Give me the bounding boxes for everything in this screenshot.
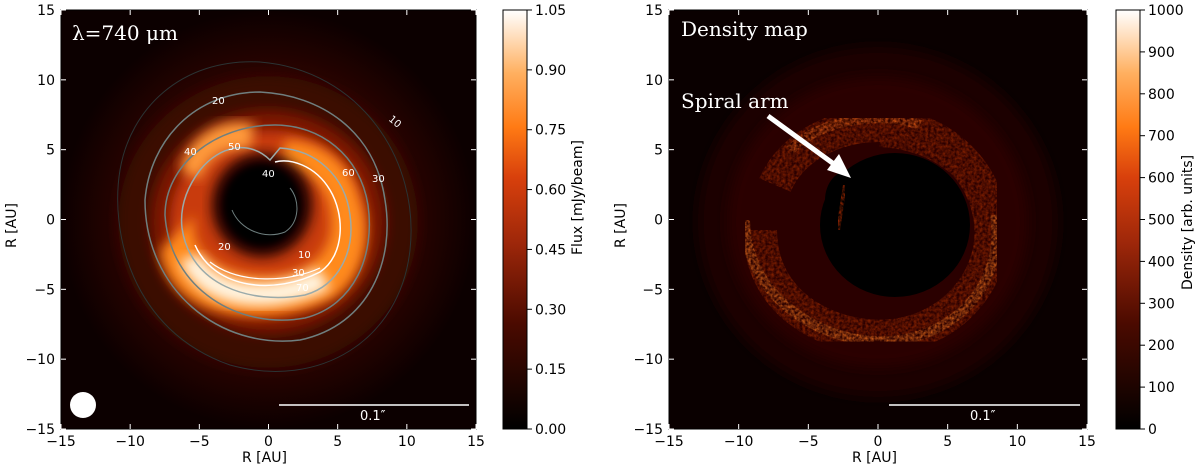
beam-ellipse [70,392,96,418]
flux-map-ytick-label: 0 [46,213,55,229]
flux-map-xtick-label: 10 [398,434,416,450]
density-colorbar-tick-label: 1000 [1148,3,1184,19]
density-map-ylabel: R [AU] [613,203,629,248]
flux-colorbar-tick-label: 1.05 [535,3,566,19]
flux-map-xlabel: R [AU] [242,450,287,466]
contour-label-20-top: 20 [212,96,225,107]
flux-map-title: λ=740 μm [72,21,178,45]
flux-colorbar-tick-label: 0.90 [535,63,566,79]
contour-label-70: 70 [296,283,309,294]
scalebar-label: 0.1″ [360,409,386,424]
flux-map-xtick-label: −5 [189,434,210,450]
flux-colorbar-tick-label: 0.60 [535,183,566,199]
flux-map-xtick-label: 15 [467,434,485,450]
density-colorbar-tick-label: 800 [1148,87,1175,103]
flux-colorbar-tick-label: 0.45 [535,242,566,258]
density-map-ytick-label: −10 [633,352,663,368]
flux-map-ytick-label: −5 [34,282,55,298]
contour-label-40-inner: 40 [262,169,275,180]
density-map-ytick-label: −15 [633,422,663,438]
density-map-ytick-label: 15 [645,3,663,19]
density-map-ytick-label: 10 [645,73,663,89]
density-map-ytick-label: −5 [642,282,663,298]
density-map-ytick-label: 5 [654,143,663,159]
density-colorbar-gradient [1115,9,1141,430]
flux-map-xtick-label: 5 [333,434,342,450]
flux-map-ytick-label: 15 [37,3,55,19]
density-map-title: Density map [681,17,808,41]
contour-label-60: 60 [342,168,355,179]
flux-map-xtick-label: −10 [115,434,145,450]
density-map-ytick-label: 0 [654,213,663,229]
contour-label-20-bottom: 20 [218,242,231,253]
flux-colorbar-tick-label: 0.75 [535,123,566,139]
density-colorbar-label: Density [arb. units] [1180,155,1196,290]
flux-contours [117,61,412,372]
density-map-xtick-label: −15 [654,434,684,450]
flux-colorbar-label: Flux [mJy/beam] [570,140,586,255]
flux-map-ylabel: R [AU] [4,203,20,248]
density-map-xtick-label: −5 [798,434,819,450]
flux-colorbar: 1.05 0.90 0.75 0.60 0.45 0.30 0.15 0.00 Flux [m… [502,3,586,438]
contour-label-50: 50 [228,142,241,153]
density-structure [698,47,1058,397]
flux-map-ytick-label: 5 [46,143,55,159]
density-map-xtick-label: 10 [1008,434,1026,450]
density-map-xtick-label: 0 [874,434,883,450]
density-colorbar-tick-label: 200 [1148,338,1175,354]
flux-colorbar-tick-label: 0.15 [535,362,566,378]
contour-labels: 20 10 40 50 40 60 30 20 10 30 70 [184,96,403,294]
flux-map-panel: 20 10 40 50 40 60 30 20 10 30 70 λ=740 μ… [4,3,485,466]
density-map-xlabel: R [AU] [852,450,897,466]
density-map-xtick-label: −10 [724,434,754,450]
density-colorbar-tick-label: 0 [1148,422,1157,438]
flux-colorbar-tick-label: 0.30 [535,302,566,318]
density-map-panel: Density map Spiral arm 0.1″ −15 −10 −5 0 5 10… [613,3,1096,466]
flux-map-ytick-label: −15 [25,422,55,438]
flux-emission [118,76,418,368]
density-colorbar-tick-label: 500 [1148,213,1175,229]
contour-label-10-inner: 10 [298,250,311,261]
contour-label-40-left: 40 [184,147,197,158]
flux-map-ytick-label: 10 [37,73,55,89]
flux-map-xtick-label: −15 [46,434,76,450]
density-colorbar-tick-label: 400 [1148,254,1175,270]
flux-map-ytick-label: −10 [25,352,55,368]
density-colorbar-tick-label: 700 [1148,129,1175,145]
density-colorbar-tick-label: 900 [1148,45,1175,61]
contour-label-30-inner: 30 [292,268,305,279]
density-map-xtick-label: 15 [1078,434,1096,450]
contour-label-30-right: 30 [372,174,385,185]
density-map-axes: −15 −10 −5 0 5 10 15 15 10 5 0 −5 −10 −15 [633,3,1095,450]
density-map-xtick-label: 5 [943,434,952,450]
density-colorbar-tick-label: 100 [1148,380,1175,396]
flux-colorbar-tick-label: 0.00 [535,422,566,438]
scalebar-label-right: 0.1″ [970,409,996,424]
density-colorbar-tick-label: 300 [1148,296,1175,312]
density-colorbar-tick-label: 600 [1148,171,1175,187]
flux-map-xtick-label: 0 [264,434,273,450]
spiral-arm-annotation: Spiral arm [681,89,789,113]
spiral-arm-arrow [766,113,851,178]
flux-colorbar-gradient [502,9,528,430]
flux-colorbar-ticks: 1.05 0.90 0.75 0.60 0.45 0.30 0.15 0.00 [527,3,566,438]
